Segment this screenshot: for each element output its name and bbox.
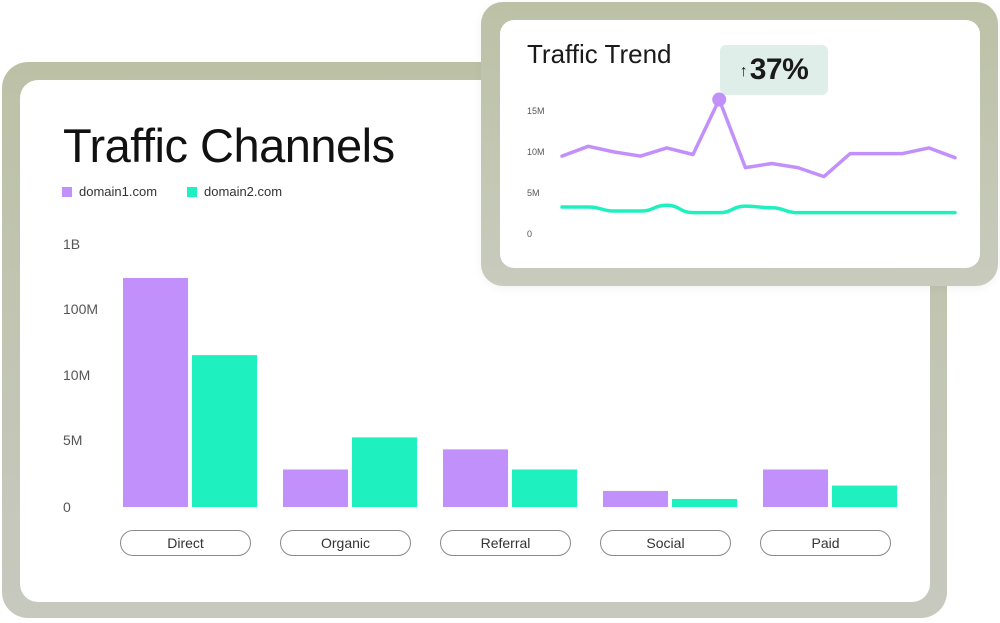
- traffic-channels-title: Traffic Channels: [63, 119, 395, 172]
- legend-swatch-domain1: [62, 186, 72, 197]
- bar-paid-domain2: [832, 485, 897, 507]
- bar-social-domain1: [603, 490, 668, 507]
- bar-social-domain2: [672, 498, 737, 507]
- legend-item-domain1: domain1.com: [62, 184, 157, 199]
- y-tick-label: 5M: [63, 432, 82, 448]
- trend-line-domain2: [560, 203, 957, 215]
- category-pill-social[interactable]: Social: [600, 530, 731, 556]
- trend-y-tick-label: 10M: [527, 147, 545, 157]
- trend-change-badge: ↑ 37%: [720, 45, 828, 95]
- traffic-trend-title: Traffic Trend: [527, 39, 672, 69]
- y-tick-label: 0: [63, 499, 71, 515]
- bar-direct-domain1: [123, 277, 188, 507]
- bar-referral-domain2: [512, 469, 577, 507]
- bar-organic-domain2: [352, 437, 417, 507]
- category-pill-paid[interactable]: Paid: [760, 530, 891, 556]
- y-tick-label: 10M: [63, 367, 90, 383]
- trend-y-tick-label: 15M: [527, 106, 545, 116]
- legend-swatch-domain2: [187, 186, 198, 197]
- trend-change-value: 37%: [749, 53, 809, 86]
- category-pill-direct[interactable]: Direct: [120, 530, 251, 556]
- y-tick-label: 100M: [63, 301, 98, 317]
- trend-peak-point[interactable]: [712, 92, 727, 107]
- bar-paid-domain1: [763, 469, 828, 507]
- category-pill-referral[interactable]: Referral: [440, 530, 571, 556]
- y-tick-label: 1B: [63, 236, 80, 252]
- trend-y-tick-label: 5M: [527, 188, 540, 198]
- bar-organic-domain1: [283, 469, 348, 507]
- legend-item-domain2: domain2.com: [187, 184, 282, 199]
- category-pill-organic[interactable]: Organic: [280, 530, 411, 556]
- legend-label-domain1: domain1.com: [79, 184, 158, 199]
- trend-line-domain1: [560, 97, 957, 179]
- legend-label-domain2: domain2.com: [204, 184, 283, 199]
- legend: domain1.com domain2.com: [62, 184, 282, 199]
- trend-y-tick-label: 0: [527, 229, 532, 239]
- arrow-up-icon: ↑: [739, 63, 748, 80]
- bar-direct-domain2: [192, 355, 257, 507]
- bar-referral-domain1: [443, 449, 508, 507]
